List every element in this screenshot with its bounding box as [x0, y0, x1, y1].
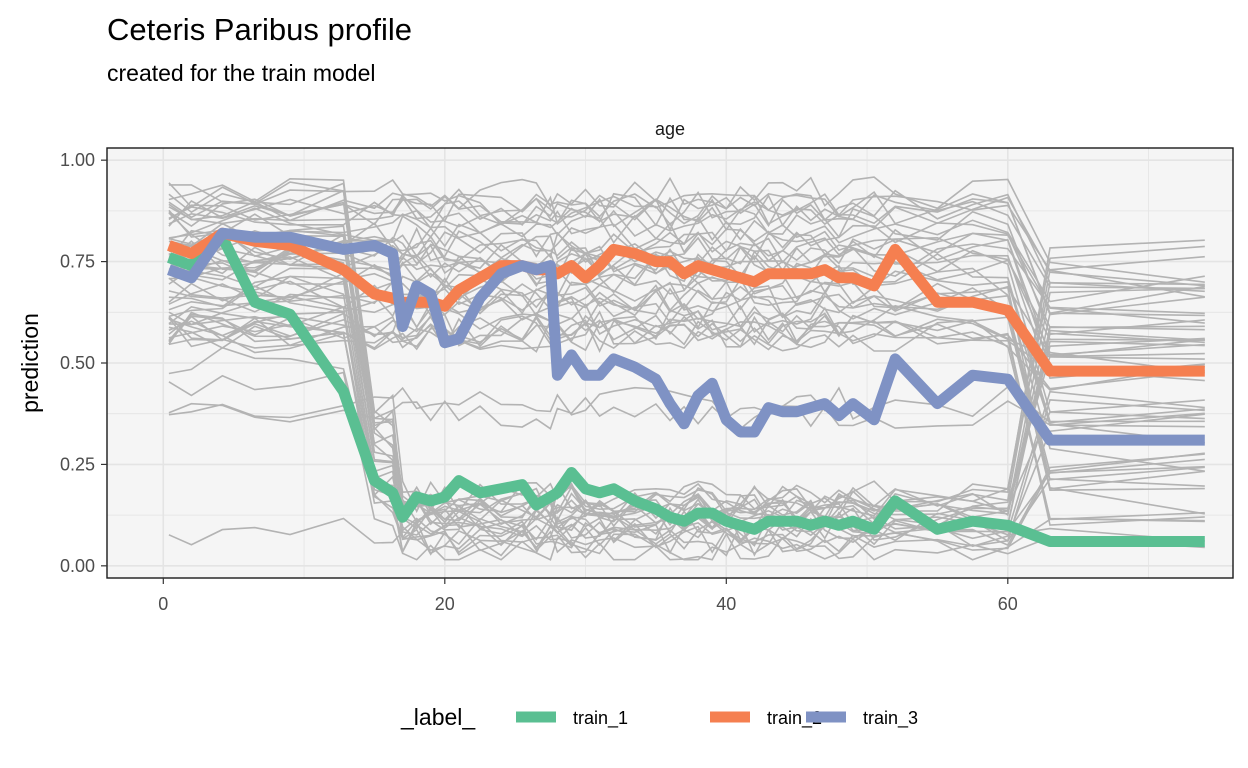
chart-title: Ceteris Paribus profile [107, 12, 412, 47]
x-axis-ticks: 0 20 40 60 [158, 578, 1018, 614]
legend-title: _label_ [400, 704, 476, 730]
background-profile-line [168, 318, 1205, 390]
background-profile-line [168, 212, 1205, 303]
background-profile-line [168, 371, 1205, 561]
background-profile-line [168, 243, 1205, 379]
background-profile-lines [168, 176, 1205, 561]
series-line-train_1 [167, 231, 1205, 547]
background-profile-line [168, 188, 1205, 293]
background-profile-line [168, 177, 1205, 513]
series-line-train_3 [167, 227, 1205, 446]
background-profile-line [168, 198, 1205, 316]
y-tick-label: 0.25 [60, 454, 95, 474]
legend-label-train_3: train_3 [863, 708, 918, 729]
background-profile-line [168, 181, 1205, 515]
background-profile-line [168, 316, 1205, 523]
y-tick-label: 0.00 [60, 556, 95, 576]
background-profile-line [168, 191, 1205, 298]
legend-label-train_1: train_1 [573, 708, 628, 729]
background-profile-line [168, 272, 1205, 542]
background-profile-line [168, 396, 1205, 430]
x-tick-label: 20 [435, 594, 455, 614]
legend-items: train_1 train_2 train_3 [516, 708, 918, 729]
chart-subtitle: created for the train model [107, 60, 375, 86]
background-profile-line [168, 257, 1205, 532]
x-tick-label: 40 [716, 594, 736, 614]
grid-lines [107, 148, 1233, 578]
background-profile-line [168, 176, 1205, 283]
legend: _label_ train_1 train_2 train_3 [400, 704, 918, 730]
y-axis-ticks: 0.00 0.25 0.50 0.75 1.00 [60, 150, 107, 576]
y-tick-label: 0.75 [60, 252, 95, 272]
y-axis-title: prediction [17, 313, 43, 413]
background-profile-line [168, 190, 1205, 317]
y-tick-label: 1.00 [60, 150, 95, 170]
y-tick-label: 0.50 [60, 353, 95, 373]
background-profile-line [168, 207, 1205, 336]
series-lines [167, 227, 1205, 547]
facet-strip-label: age [655, 119, 685, 139]
x-tick-label: 0 [158, 594, 168, 614]
background-profile-line [168, 196, 1205, 287]
x-tick-label: 60 [998, 594, 1018, 614]
